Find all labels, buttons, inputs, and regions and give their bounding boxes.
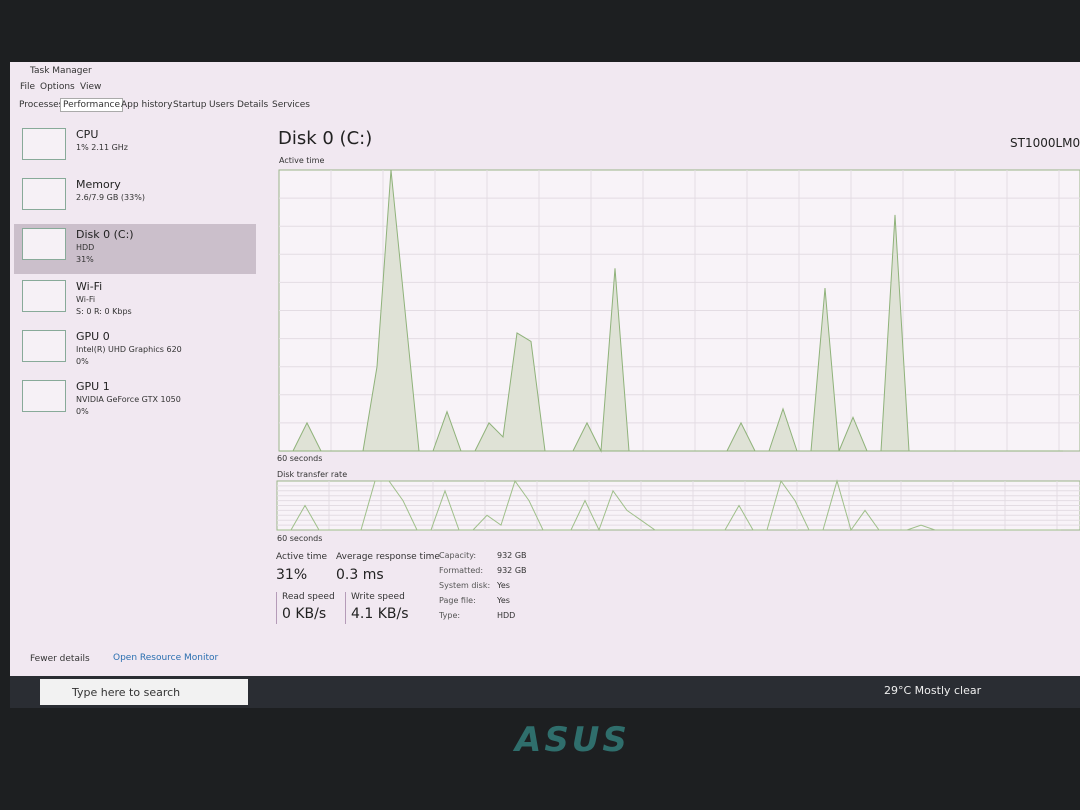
tab[interactable]: Details <box>237 100 269 110</box>
graph-span: 60 seconds <box>277 454 323 463</box>
prop-value: Yes <box>497 596 510 605</box>
thumbnail <box>22 380 66 412</box>
disk-title: Disk 0 (C:) <box>278 128 373 149</box>
divider <box>345 592 346 624</box>
item-detail: HDD <box>76 243 95 252</box>
prop-value: 932 GB <box>497 566 527 575</box>
tab[interactable]: Performance <box>60 98 124 112</box>
item-name: GPU 1 <box>76 380 110 393</box>
prop-label: Page file: <box>439 596 476 605</box>
tab[interactable]: Services <box>272 100 310 110</box>
tab[interactable]: Users <box>209 100 235 110</box>
item-detail: 31% <box>76 255 94 264</box>
stat-label: Active time <box>276 552 328 562</box>
active-time-area <box>279 169 1063 453</box>
prop-label: System disk: <box>439 581 491 590</box>
item-detail: 0% <box>76 357 89 366</box>
item-detail: NVIDIA GeForce GTX 1050 <box>76 395 181 404</box>
graph-title: Disk transfer rate <box>277 470 348 479</box>
tab[interactable]: Startup <box>173 100 207 110</box>
item-name: GPU 0 <box>76 330 110 343</box>
prop-label: Type: <box>439 611 461 620</box>
disk-model: ST1000LM035 <box>1010 136 1080 150</box>
stat-value: 4.1 KB/s <box>351 606 409 622</box>
item-name: Memory <box>76 178 121 191</box>
transfer-rate-line <box>277 479 1061 532</box>
menu[interactable]: File <box>20 82 36 92</box>
search-placeholder[interactable]: Type here to search <box>72 686 181 699</box>
item-detail: 1% 2.11 GHz <box>76 143 129 152</box>
tab[interactable]: Processes <box>19 100 64 110</box>
graphs <box>276 169 1080 532</box>
item-detail: S: 0 R: 0 Kbps <box>76 307 132 316</box>
item-detail: 0% <box>76 407 89 416</box>
stat-value: 0.3 ms <box>336 567 384 583</box>
prop-label: Formatted: <box>439 566 484 575</box>
item-detail: 2.6/7.9 GB (33%) <box>76 193 145 202</box>
stat-value: 0 KB/s <box>282 606 327 622</box>
menu[interactable]: Options <box>40 82 75 92</box>
taskbar: Type here to search 29°C Mostly clear <box>10 676 1080 708</box>
item-detail: Wi-Fi <box>76 295 96 304</box>
divider <box>276 592 277 624</box>
stat-label: Write speed <box>351 592 405 602</box>
thumbnail <box>22 178 66 210</box>
weather[interactable]: 29°C Mostly clear <box>884 684 982 697</box>
stat-value: 31% <box>276 567 308 583</box>
item-name: Disk 0 (C:) <box>76 228 134 241</box>
prop-label: Capacity: <box>439 551 477 560</box>
window-title: Task Manager <box>30 66 92 76</box>
search-box[interactable] <box>40 679 248 705</box>
task-manager: Task Manager File Options View Processes… <box>10 62 1080 676</box>
prop-value: 932 GB <box>497 551 527 560</box>
prop-value: HDD <box>497 611 516 620</box>
thumbnail <box>22 330 66 362</box>
thumbnail <box>22 228 66 260</box>
thumbnail <box>22 280 66 312</box>
stat-label: Average response time <box>336 552 440 562</box>
menu[interactable]: View <box>80 82 102 92</box>
item-detail: Intel(R) UHD Graphics 620 <box>76 345 182 354</box>
brand-logo: ASUS <box>515 720 630 760</box>
graph-span: 60 seconds <box>277 534 323 543</box>
resource-monitor-link[interactable]: Open Resource Monitor <box>113 653 219 663</box>
item-name: Wi-Fi <box>76 280 103 293</box>
thumbnail <box>22 128 66 160</box>
stat-label: Read speed <box>282 592 335 602</box>
fewer-details[interactable]: Fewer details <box>30 654 90 664</box>
prop-value: Yes <box>497 581 510 590</box>
tab[interactable]: App history <box>121 100 173 110</box>
item-name: CPU <box>76 128 99 141</box>
graph-title: Active time <box>279 156 325 165</box>
